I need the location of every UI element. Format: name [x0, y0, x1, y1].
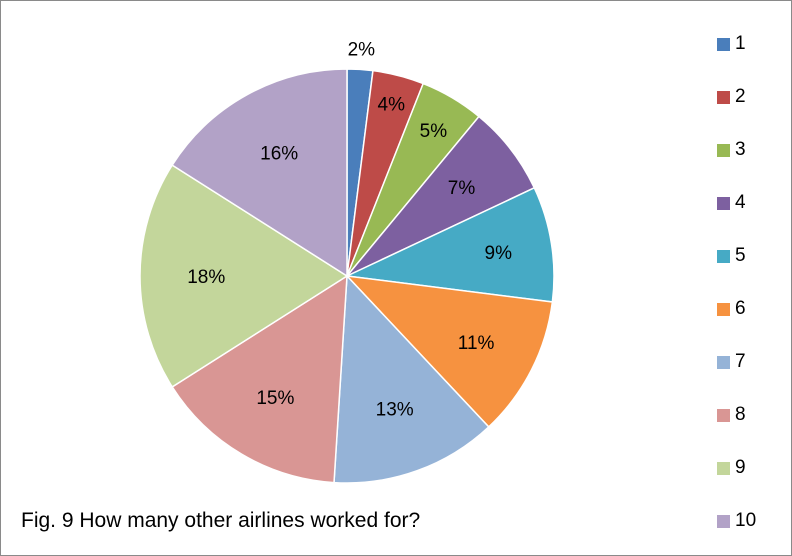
- legend-label-2: 2: [735, 86, 746, 107]
- pie-slice-10: [171, 68, 348, 278]
- legend-swatch-1: [717, 37, 730, 51]
- slice-label-4: 7%: [448, 178, 476, 199]
- legend-label-3: 3: [735, 139, 746, 160]
- pie-slice-9: [139, 164, 349, 388]
- slice-label-7: 13%: [376, 399, 414, 420]
- pie-slice-8: [171, 274, 348, 484]
- legend-label-10: 10: [735, 510, 757, 531]
- legend-swatch-7: [717, 355, 730, 369]
- legend-item-4: 4: [717, 190, 746, 216]
- legend-swatch-8: [717, 408, 730, 422]
- legend-item-6: 6: [717, 296, 746, 322]
- slice-label-9: 18%: [187, 267, 225, 288]
- slice-label-10: 16%: [260, 144, 298, 165]
- legend-swatch-2: [717, 90, 730, 104]
- legend-item-3: 3: [717, 137, 746, 163]
- slice-label-6: 11%: [458, 333, 495, 354]
- legend-item-1: 1: [717, 31, 746, 57]
- legend-item-2: 2: [717, 84, 746, 110]
- legend-label-1: 1: [735, 33, 746, 54]
- slice-label-3: 5%: [420, 121, 448, 142]
- legend-label-4: 4: [735, 192, 746, 213]
- legend-label-6: 6: [735, 298, 746, 319]
- legend-label-9: 9: [735, 457, 746, 478]
- legend-swatch-5: [717, 249, 730, 263]
- pie-slice-5: [344, 186, 555, 303]
- legend-item-7: 7: [717, 349, 746, 375]
- pie-slice-6: [345, 274, 554, 428]
- slice-label-8: 15%: [256, 388, 294, 409]
- legend-swatch-10: [717, 514, 730, 528]
- legend-label-7: 7: [735, 351, 746, 372]
- figure-caption: Fig. 9 How many other airlines worked fo…: [21, 509, 421, 532]
- legend-label-8: 8: [735, 404, 746, 425]
- legend-swatch-6: [717, 302, 730, 316]
- legend-item-10: 10: [717, 508, 756, 534]
- slice-label-2: 4%: [378, 95, 406, 116]
- legend-item-9: 9: [717, 455, 746, 481]
- slice-label-1: 2%: [348, 40, 376, 61]
- legend-swatch-9: [717, 461, 730, 475]
- legend-item-5: 5: [717, 243, 746, 269]
- legend-item-8: 8: [717, 402, 746, 428]
- legend-swatch-4: [717, 196, 730, 210]
- legend-swatch-3: [717, 143, 730, 157]
- pie-slice-7: [333, 274, 490, 484]
- legend-label-5: 5: [735, 245, 746, 266]
- slice-label-5: 9%: [485, 243, 513, 264]
